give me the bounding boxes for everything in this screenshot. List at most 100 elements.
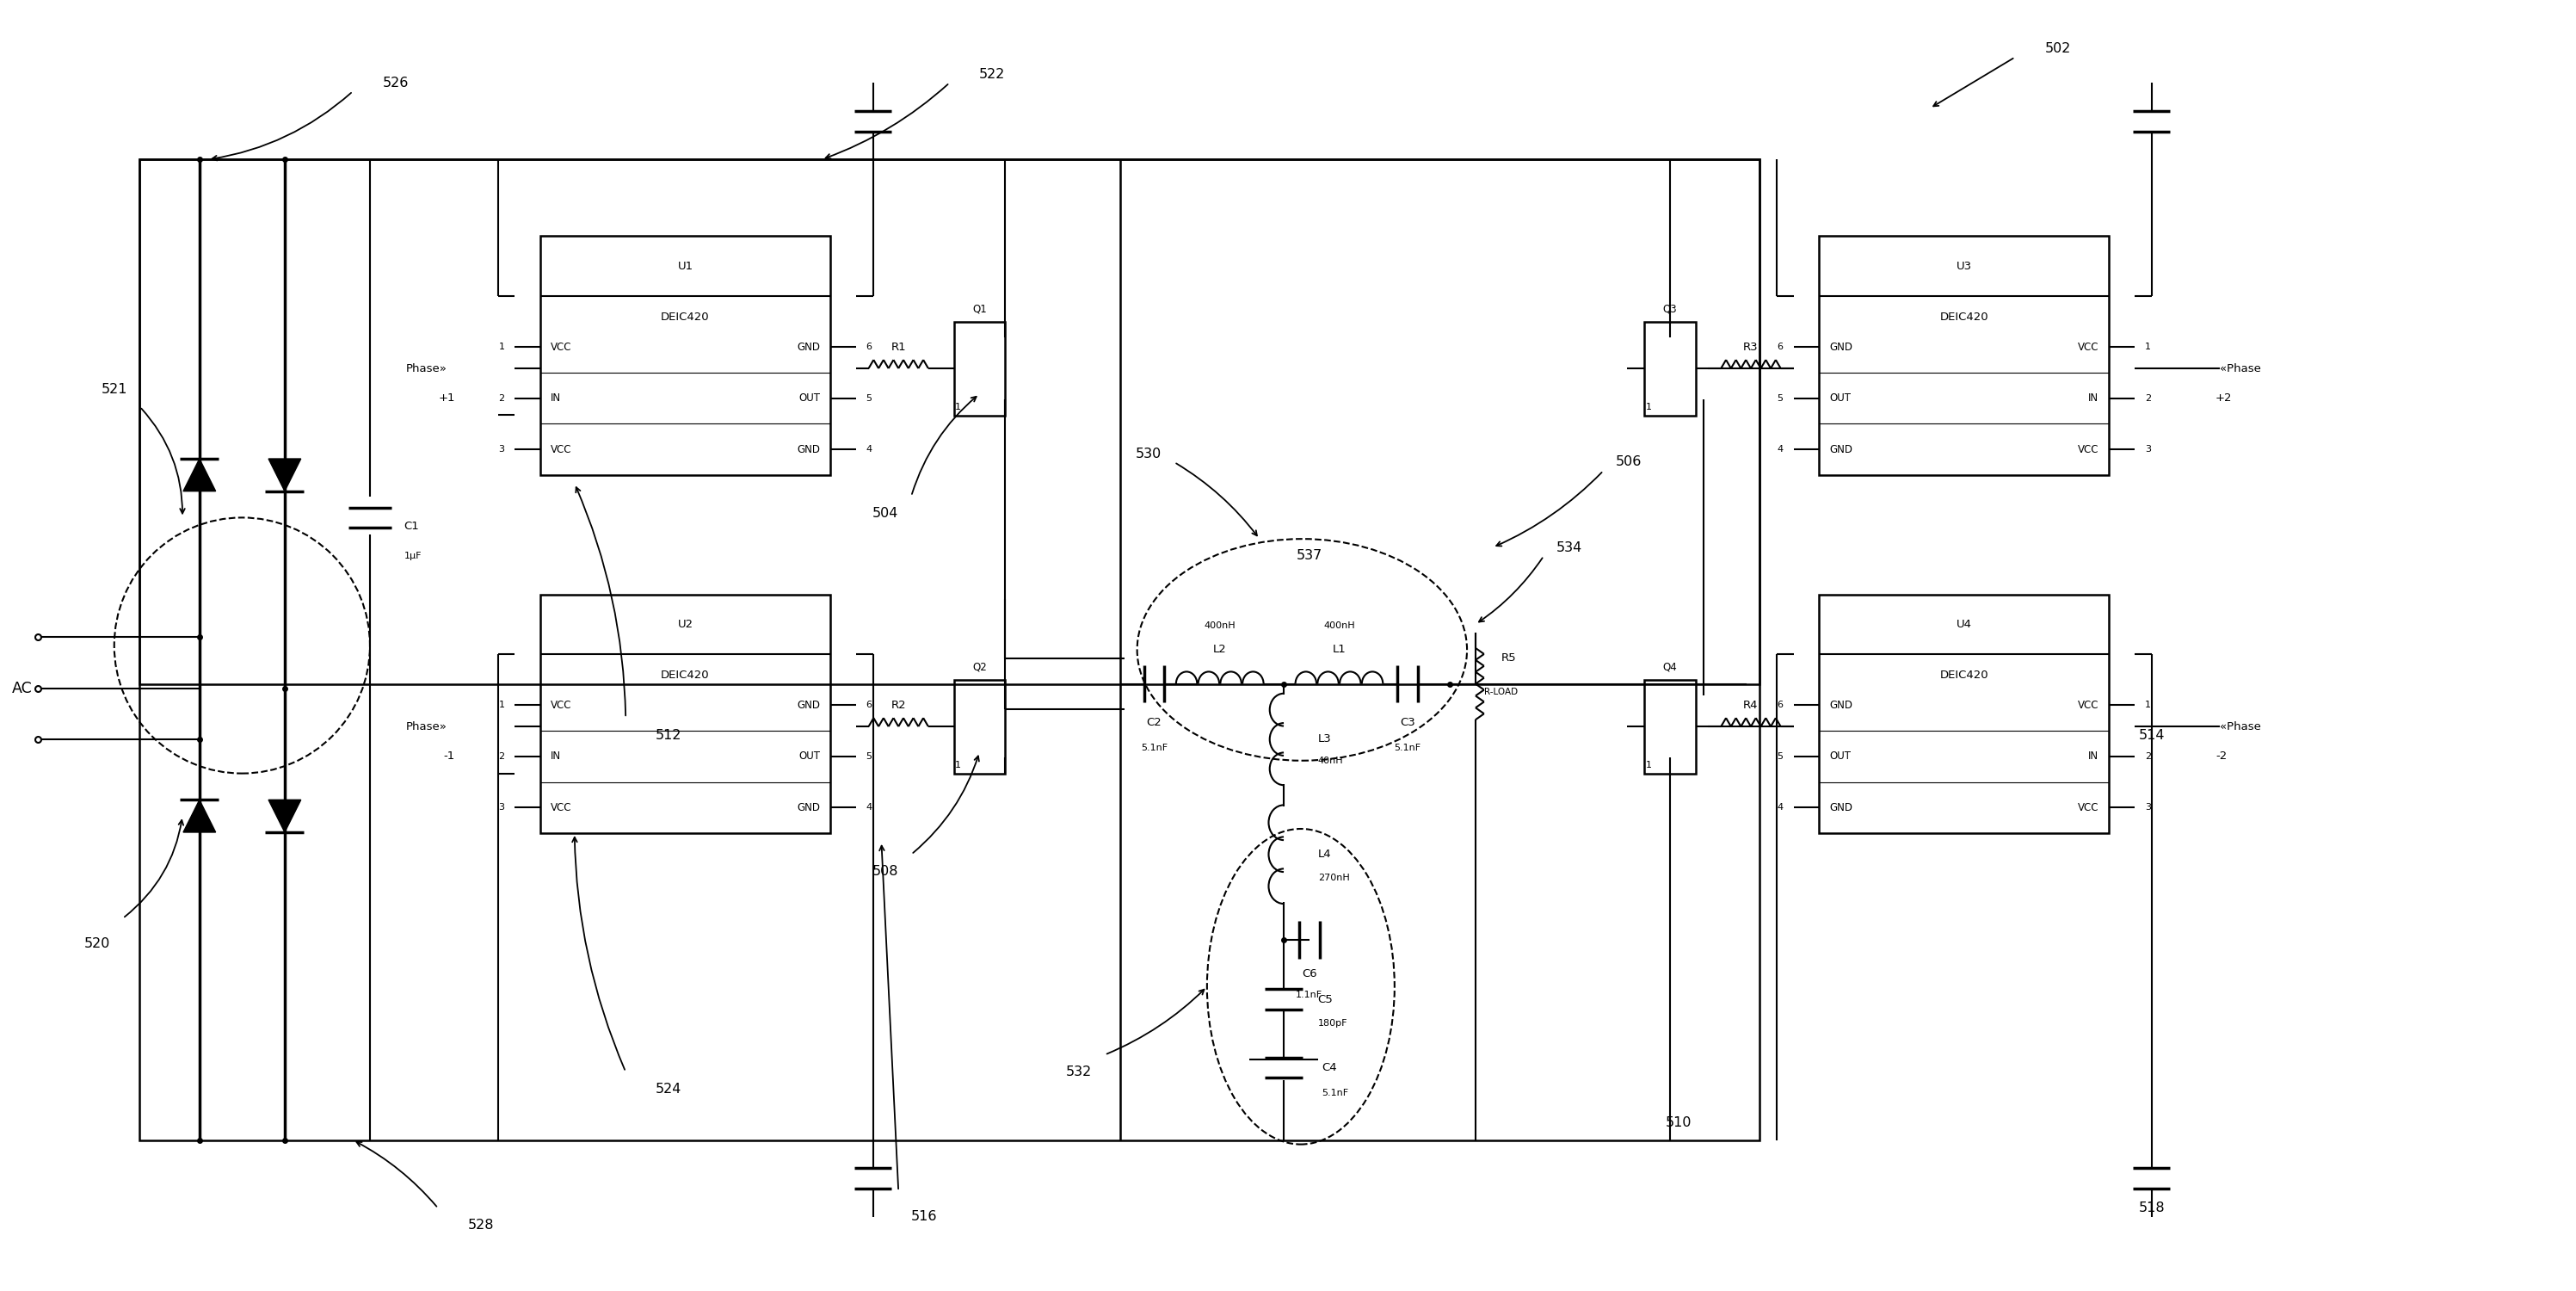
Text: R2: R2 (891, 700, 907, 711)
Text: 526: 526 (381, 76, 410, 89)
Text: VCC: VCC (551, 802, 572, 813)
Text: R3: R3 (1744, 341, 1759, 352)
Text: 3: 3 (500, 445, 505, 453)
Text: 1: 1 (956, 760, 961, 769)
Text: 5: 5 (1777, 753, 1783, 760)
Text: 400nH: 400nH (1203, 621, 1236, 630)
Text: IN: IN (2089, 751, 2099, 762)
Text: IN: IN (2089, 392, 2099, 404)
Text: R5: R5 (1502, 653, 1517, 664)
Text: U2: U2 (677, 618, 693, 630)
Text: -2: -2 (2215, 751, 2226, 762)
Text: 5: 5 (1777, 394, 1783, 403)
Text: +1: +1 (438, 392, 456, 404)
Bar (1819, 594, 2110, 833)
Text: DEIC420: DEIC420 (662, 670, 711, 680)
Text: 537: 537 (1296, 550, 1321, 563)
Text: 512: 512 (654, 728, 683, 741)
Polygon shape (268, 800, 301, 833)
Bar (953, 679, 1005, 773)
Text: 5.1nF: 5.1nF (1394, 744, 1422, 753)
Text: OUT: OUT (799, 392, 819, 404)
Text: OUT: OUT (1829, 392, 1850, 404)
Bar (541, 236, 829, 475)
Text: VCC: VCC (2079, 444, 2099, 454)
Polygon shape (268, 458, 301, 491)
Text: 4: 4 (1777, 445, 1783, 453)
Text: GND: GND (796, 444, 819, 454)
Text: 6: 6 (866, 701, 873, 710)
Text: DEIC420: DEIC420 (662, 311, 711, 323)
Text: OUT: OUT (799, 751, 819, 762)
Text: 2: 2 (2146, 394, 2151, 403)
Bar (1643, 321, 1695, 416)
Text: 502: 502 (2045, 43, 2071, 56)
Text: C1: C1 (404, 520, 420, 532)
Text: 1: 1 (1646, 760, 1651, 769)
Text: C3: C3 (1399, 717, 1414, 728)
Text: GND: GND (796, 341, 819, 352)
Text: 2: 2 (500, 394, 505, 403)
Text: DEIC420: DEIC420 (1940, 311, 1989, 323)
Text: 510: 510 (1664, 1117, 1692, 1130)
Text: 532: 532 (1066, 1065, 1092, 1078)
Text: Phase»: Phase» (404, 363, 446, 374)
Text: 2: 2 (500, 753, 505, 760)
Text: 530: 530 (1136, 447, 1162, 460)
Text: C2: C2 (1146, 717, 1162, 728)
Text: GND: GND (796, 802, 819, 813)
Text: VCC: VCC (551, 444, 572, 454)
Text: OUT: OUT (1829, 751, 1850, 762)
Bar (139, 160, 1759, 1140)
Text: DEIC420: DEIC420 (1940, 670, 1989, 680)
Text: 3: 3 (500, 803, 505, 812)
Text: 1: 1 (2146, 701, 2151, 710)
Text: VCC: VCC (2079, 700, 2099, 711)
Text: 504: 504 (873, 507, 899, 520)
Text: R4: R4 (1744, 700, 1759, 711)
Text: 6: 6 (866, 342, 873, 351)
Text: 516: 516 (912, 1211, 938, 1224)
Text: L1: L1 (1332, 644, 1345, 656)
Text: 520: 520 (85, 937, 111, 950)
Text: C6: C6 (1301, 968, 1316, 980)
Text: L3: L3 (1319, 733, 1332, 745)
Text: 400nH: 400nH (1324, 621, 1355, 630)
Text: U4: U4 (1955, 618, 1971, 630)
Polygon shape (183, 800, 216, 833)
Text: R-LOAD: R-LOAD (1484, 688, 1517, 697)
Bar (1643, 679, 1695, 773)
Text: IN: IN (551, 751, 562, 762)
Text: R1: R1 (891, 341, 907, 352)
Bar (139, 160, 1759, 684)
Bar (953, 321, 1005, 416)
Polygon shape (183, 458, 216, 491)
Text: 514: 514 (2138, 728, 2164, 741)
Text: VCC: VCC (2079, 341, 2099, 352)
Text: 506: 506 (1615, 456, 1641, 469)
Text: 4: 4 (866, 445, 873, 453)
Text: 1μF: 1μF (404, 551, 422, 560)
Text: 6: 6 (1777, 701, 1783, 710)
Text: C4: C4 (1321, 1062, 1337, 1073)
Text: -1: -1 (443, 751, 456, 762)
Text: 4: 4 (1777, 803, 1783, 812)
Text: 522: 522 (979, 67, 1005, 80)
Text: «Phase: «Phase (2221, 363, 2262, 374)
Text: +2: +2 (2215, 392, 2233, 404)
Text: 518: 518 (2138, 1202, 2164, 1215)
Text: 521: 521 (100, 383, 126, 396)
Text: 528: 528 (469, 1219, 495, 1232)
Text: 1: 1 (1646, 403, 1651, 411)
Text: L2: L2 (1213, 644, 1226, 656)
Text: GND: GND (1829, 700, 1852, 711)
Text: 5: 5 (866, 394, 873, 403)
Text: 1: 1 (2146, 342, 2151, 351)
Text: 270nH: 270nH (1319, 874, 1350, 883)
Text: 3: 3 (2146, 803, 2151, 812)
Text: GND: GND (1829, 444, 1852, 454)
Text: Q3: Q3 (1662, 303, 1677, 314)
Text: 508: 508 (873, 865, 899, 878)
Text: Q2: Q2 (971, 661, 987, 673)
Text: «Phase: «Phase (2221, 720, 2262, 732)
